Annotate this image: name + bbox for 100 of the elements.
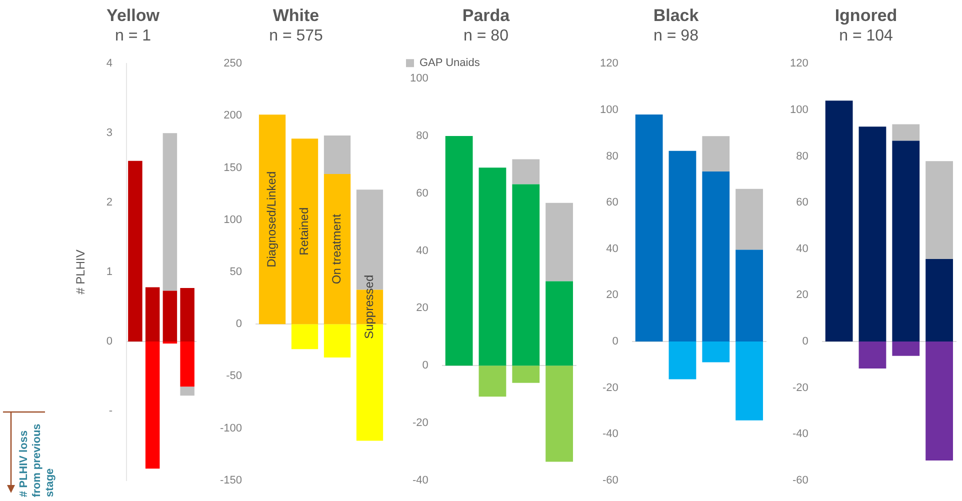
bar [736, 341, 763, 420]
y-tick-label: 60 [416, 187, 428, 200]
y-tick-label: 50 [230, 266, 242, 278]
y-axis-title: # PLHIV [74, 250, 88, 294]
bar [926, 259, 953, 342]
y-tick-label: -40 [412, 474, 428, 486]
bar [291, 324, 318, 350]
y-tick-label: 80 [796, 150, 808, 162]
bar [892, 124, 920, 141]
bar [478, 168, 506, 366]
y-tick-label: 40 [606, 242, 618, 255]
y-tick-label: 100 [600, 104, 618, 116]
y-tick-label: 20 [416, 302, 428, 314]
chart-title: Parda [462, 6, 510, 25]
y-tick-label: -20 [602, 382, 618, 394]
bar [512, 159, 540, 184]
bar [668, 341, 696, 380]
y-tick-label: 200 [224, 110, 242, 122]
bar [926, 161, 953, 260]
bar [736, 188, 763, 250]
y-tick-label: -60 [602, 474, 618, 486]
chart-title: White [272, 6, 320, 25]
y-tick-label: -20 [412, 417, 428, 430]
y-tick-label: -40 [792, 428, 808, 440]
bar [324, 136, 351, 174]
bar [546, 281, 573, 366]
bar [858, 126, 886, 342]
bar [825, 100, 853, 342]
x-tick-label: Suppressed [362, 274, 376, 339]
bar [445, 136, 473, 366]
bar [635, 114, 663, 342]
chart-subtitle: n = 98 [654, 27, 699, 44]
chart-subtitle: n = 80 [464, 27, 509, 44]
y-tick-label: 80 [606, 150, 618, 162]
bar [892, 341, 920, 356]
bar [926, 341, 953, 460]
bar [180, 341, 194, 387]
y-tick-label: 80 [416, 130, 428, 142]
bar [858, 341, 886, 369]
text: # PLHIV loss from previous stage [18, 422, 57, 497]
bar [736, 250, 763, 342]
y-tick-label: 0 [422, 360, 428, 372]
bar [546, 366, 573, 462]
y-tick-label: 20 [796, 289, 808, 302]
chart-title: Ignored [834, 6, 898, 25]
bar [162, 290, 178, 342]
bar [324, 174, 351, 324]
y-tick-label: -100 [220, 422, 242, 434]
y-tick-label: 40 [416, 244, 428, 257]
bar [258, 114, 286, 324]
bar [324, 324, 351, 358]
y-tick-label: 0 [802, 336, 808, 348]
y-tick-label: 100 [224, 214, 242, 226]
y-tick-label: 120 [790, 58, 808, 70]
chart-title: Yellow [106, 6, 160, 25]
y-tick-label: 2 [106, 196, 113, 209]
x-tick-label: Diagnosed/Linked [264, 171, 279, 268]
y-tick-label: -150 [220, 474, 242, 486]
bar [145, 287, 160, 342]
chart-title: Black [653, 6, 700, 25]
chart-subtitle: n = 104 [839, 27, 894, 44]
bar [162, 133, 178, 291]
y-tick-label: 4 [106, 58, 113, 70]
legend-label: GAP Unaids [420, 57, 480, 70]
y-tick-label: 0 [236, 318, 242, 330]
y-tick-label: 120 [600, 58, 618, 70]
x-tick-label: On treatment [330, 213, 344, 284]
chart-subtitle: n = 575 [269, 27, 324, 44]
y-tick-label: - [108, 404, 113, 417]
bar [546, 202, 573, 282]
y-tick-label: 100 [410, 72, 428, 85]
bar [478, 366, 506, 397]
bar [702, 136, 730, 172]
y-tick-label: -20 [792, 382, 808, 394]
y-tick-label: 40 [796, 242, 808, 255]
y-tick-label: 150 [224, 162, 242, 174]
y-tick-label: 0 [106, 336, 113, 348]
y-tick-label: 0 [612, 336, 618, 348]
y-tick-label: -50 [226, 370, 242, 382]
y-tick-label: 1 [106, 266, 113, 278]
bar [668, 150, 696, 342]
bar [512, 366, 540, 383]
bar [145, 341, 160, 469]
y-tick-label: 60 [606, 196, 618, 209]
bar [162, 341, 178, 344]
y-tick-label: 20 [606, 289, 618, 302]
y-tick-label: -60 [792, 474, 808, 486]
bar [291, 138, 318, 324]
bar [512, 184, 540, 366]
bar [128, 160, 142, 342]
bar [180, 288, 194, 342]
y-tick-label: 100 [790, 104, 808, 116]
x-tick-label: Retained [297, 207, 312, 256]
bar [702, 172, 730, 342]
bar [180, 386, 194, 396]
y-tick-label: 3 [106, 127, 113, 140]
chart-subtitle: n = 1 [114, 27, 152, 44]
y-tick-label: 60 [796, 196, 808, 209]
bar [702, 341, 730, 362]
y-tick-label: 250 [224, 58, 242, 70]
